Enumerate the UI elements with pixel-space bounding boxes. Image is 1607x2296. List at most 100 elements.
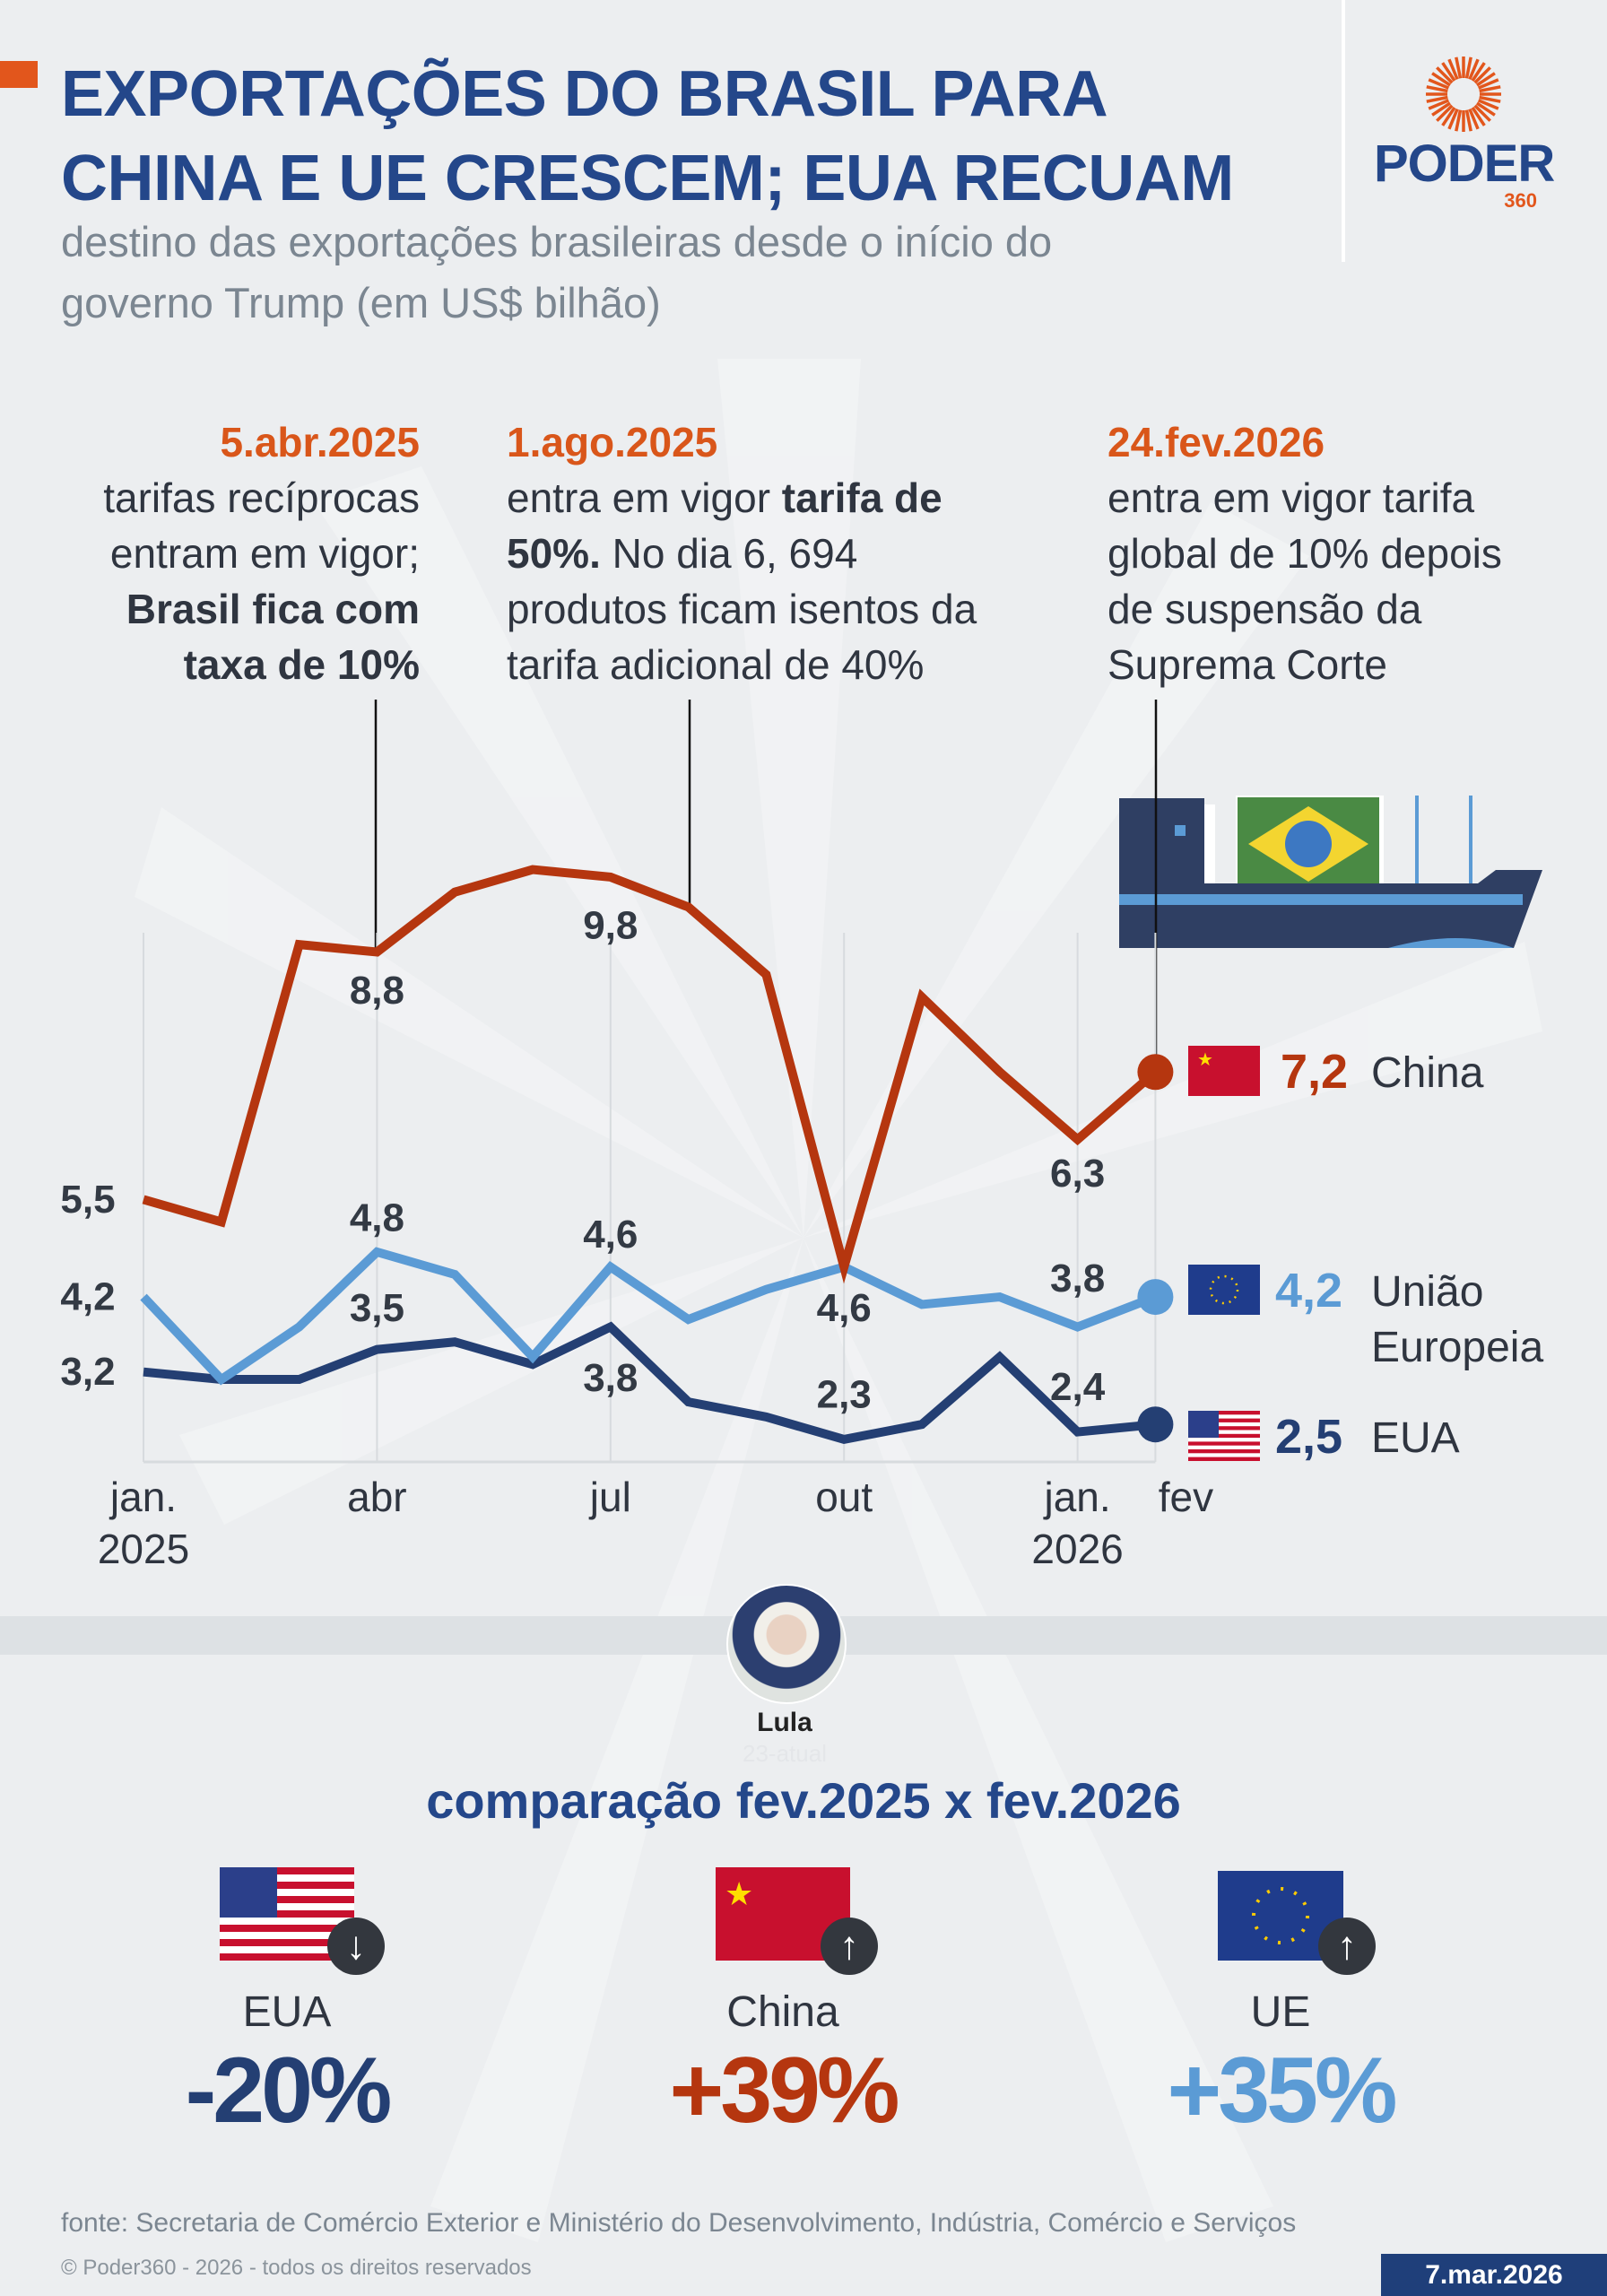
legend-us (1188, 1411, 1260, 1465)
annotation-line: de suspensão da (1108, 586, 1422, 632)
sun-ray (1464, 57, 1472, 79)
comparison-china: ★ ↑ China +39% (559, 1867, 1007, 2144)
sun-ray (1447, 58, 1459, 81)
comparison-eua: ↓ EUA -20% (63, 1867, 511, 2144)
accent-tab (0, 61, 38, 88)
annotation-text: entra em vigor (507, 474, 782, 521)
series-end-marker-china (1137, 1054, 1174, 1091)
data-label: 2,3 (817, 1372, 872, 1416)
logo-text: PODER (1374, 135, 1555, 193)
sun-ray (1475, 101, 1496, 117)
x-tick-label: jan. 2025 (54, 1471, 233, 1575)
x-tick-year: 2026 (1031, 1526, 1124, 1572)
us-flag-icon (1188, 1411, 1260, 1461)
annotation-line: tarifas recíprocas (103, 474, 420, 521)
sun-ray (1447, 108, 1459, 130)
x-tick-label: out (754, 1471, 934, 1523)
data-label: 8,8 (350, 969, 404, 1013)
photo-name: Lula (757, 1708, 812, 1737)
sun-ray (1471, 106, 1486, 126)
sun-ray (1431, 72, 1452, 87)
data-label: 2,4 (1050, 1365, 1106, 1409)
legend-value-china: 7,2 (1281, 1045, 1349, 1099)
annotation-tariffs-reciprocal: 5.abr.2025 tarifas recíprocas entram em … (36, 414, 420, 692)
sun-ray (1473, 104, 1491, 122)
comparison-ue: ↑ UE +35% (1056, 1867, 1505, 2144)
publish-date: 7.mar.2026 (1381, 2254, 1607, 2296)
annotation-line: entram em vigor; (109, 530, 420, 577)
comparison-name: China (726, 1988, 839, 2036)
sun-ray (1455, 109, 1463, 132)
eu-flag-badge: ↑ (1218, 1871, 1376, 1975)
comparison-name: UE (1250, 1988, 1311, 2036)
x-tick-year: 2025 (97, 1526, 190, 1572)
sun-ray (1441, 62, 1456, 83)
annotation-tariff-50: 1.ago.2025 entra em vigor tarifa de 50%.… (507, 414, 1081, 692)
data-label: 5,5 (60, 1178, 115, 1222)
subtitle: destino das exportações brasileiras desd… (61, 212, 1052, 334)
sun-icon (1426, 57, 1501, 132)
sun-ray (1468, 58, 1480, 81)
data-label: 3,2 (60, 1350, 115, 1394)
us-flag-badge: ↓ (220, 1867, 385, 1975)
comparison-title: comparação fev.2025 x fev.2026 (426, 1772, 1181, 1829)
lula-photo (726, 1584, 847, 1704)
divider (1342, 0, 1345, 262)
sun-ray (1428, 99, 1450, 110)
sun-ray (1441, 106, 1456, 126)
annotation-date: 24.fev.2026 (1108, 419, 1325, 465)
subtitle-line-1: destino das exportações brasileiras desd… (61, 218, 1053, 265)
data-label: 3,8 (1050, 1257, 1105, 1300)
sun-ray (1479, 95, 1501, 103)
sun-ray (1479, 85, 1501, 93)
copyright: © Poder360 - 2026 - todos os direitos re… (61, 2256, 532, 2280)
x-tick-label: jul (521, 1471, 700, 1523)
logo-sub: 360 (1504, 189, 1537, 212)
china-flag-badge: ★ ↑ (716, 1867, 878, 1975)
annotation-global-tariff: 24.fev.2026 entra em vigor tarifa global… (1108, 414, 1607, 692)
sun-ray (1436, 66, 1454, 84)
annotation-bold: tarifa de (781, 474, 942, 521)
legend-name-eu: União Europeia (1371, 1265, 1543, 1376)
annotation-line: produtos ficam isentos da (507, 586, 977, 632)
x-tick-label: fev (1096, 1471, 1275, 1523)
legend-china: ★ (1188, 1046, 1260, 1100)
eu-flag-icon (1218, 1871, 1343, 1961)
sun-ray (1431, 101, 1452, 117)
page-title: EXPORTAÇÕES DO BRASIL PARA CHINA E UE CR… (61, 52, 1234, 221)
series-line-eua (143, 1321, 1156, 1445)
sun-ray (1471, 62, 1486, 83)
annotation-bold: 50%. (507, 530, 601, 577)
arrow-up-icon: ↑ (1318, 1918, 1376, 1975)
legend-name-china: China (1371, 1049, 1484, 1097)
annotation-date: 1.ago.2025 (507, 419, 718, 465)
annotation-bold: Brasil fica com (126, 586, 420, 632)
legend-name-line: Europeia (1371, 1324, 1544, 1371)
x-tick-line: fev (1158, 1474, 1214, 1520)
annotation-text: No dia 6, 694 (600, 530, 858, 577)
title-line-1: EXPORTAÇÕES DO BRASIL PARA (61, 58, 1108, 130)
sun-ray (1464, 109, 1472, 132)
legend-value-eu: 4,2 (1275, 1264, 1343, 1318)
data-label: 4,8 (350, 1196, 404, 1239)
title-line-2: CHINA E UE CRESCEM; EUA RECUAM (61, 143, 1234, 214)
annotation-line: entra em vigor tarifa (1108, 474, 1475, 521)
sun-ray (1477, 78, 1499, 90)
cargo-ship-illustration (1119, 796, 1542, 948)
comparison-change: +39% (669, 2039, 900, 2143)
sun-ray (1428, 78, 1450, 90)
legend-value-us: 2,5 (1275, 1410, 1343, 1464)
data-label: 3,8 (583, 1356, 638, 1400)
star-glyph: ★ (725, 1875, 753, 1912)
sun-ray (1426, 85, 1448, 93)
comparison-name: EUA (242, 1988, 332, 2036)
arrow-down-icon: ↓ (327, 1918, 385, 1975)
comparison-change: -20% (185, 2039, 393, 2143)
annotation-line: Suprema Corte (1108, 641, 1387, 688)
annotation-bold: taxa de 10% (183, 641, 420, 688)
annotation-line: global de 10% depois (1108, 530, 1502, 577)
legend-name-us: EUA (1371, 1414, 1460, 1462)
data-label: 4,2 (60, 1275, 115, 1319)
sun-ray (1468, 108, 1480, 130)
